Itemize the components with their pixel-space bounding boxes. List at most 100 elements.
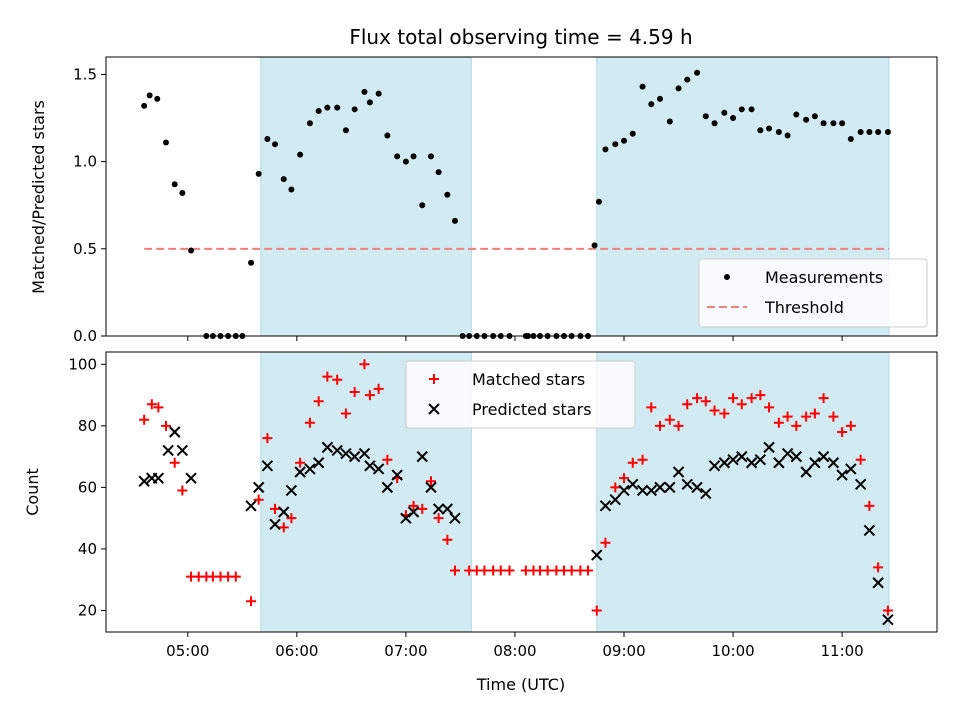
matched-stars-point — [504, 565, 515, 576]
matched-stars-point — [433, 513, 444, 524]
matched-stars-point — [791, 420, 802, 431]
predicted-stars-point — [185, 472, 197, 484]
predicted-stars-point — [278, 506, 290, 518]
bottom-legend: Matched stars Predicted stars — [405, 360, 636, 429]
matched-stars-point — [153, 402, 164, 413]
measurements-point — [621, 137, 628, 144]
legend-label: Predicted stars — [472, 400, 592, 419]
matched-stars-point — [818, 393, 829, 404]
predicted-stars-point — [827, 457, 840, 469]
matched-stars-point — [682, 399, 693, 410]
predicted-stars-point — [152, 472, 165, 484]
predicted-stars-point — [400, 512, 412, 524]
matched-stars-point — [583, 565, 594, 576]
measurements-point — [188, 247, 195, 254]
matched-stars-point — [801, 411, 812, 422]
matched-stars-point — [278, 522, 289, 533]
predicted-stars-point — [718, 457, 731, 469]
measurements-point — [141, 102, 148, 109]
measurements-point — [830, 120, 837, 127]
predicted-stars-point — [790, 450, 803, 463]
bottom-y-axis-label: Count — [23, 468, 42, 516]
measurements-point — [602, 146, 609, 153]
predicted-stars-point — [245, 500, 257, 512]
x-tick-label: 08:00 — [493, 642, 536, 660]
matched-stars-point — [364, 390, 375, 401]
predicted-stars-point — [627, 478, 639, 491]
predicted-stars-point — [358, 447, 371, 460]
measurements-point — [591, 242, 598, 249]
measurements-point — [784, 132, 791, 139]
x-axis-label: Time (UTC) — [476, 675, 565, 694]
measurements-point — [684, 76, 691, 83]
measurements-point — [766, 125, 773, 132]
measurements-point — [847, 135, 854, 142]
measurements-point — [384, 132, 391, 139]
measurements-point — [748, 106, 755, 113]
predicted-stars-point — [591, 549, 603, 561]
predicted-stars-point — [691, 481, 703, 494]
predicted-stars-point — [700, 487, 712, 500]
measurements-point — [171, 181, 178, 188]
matched-stars-point — [340, 408, 351, 419]
measurements-point — [280, 176, 287, 183]
predicted-stars-point — [321, 441, 334, 454]
legend-x-swatch — [428, 403, 440, 415]
measurements-point — [839, 120, 846, 127]
predicted-stars-point — [407, 506, 420, 518]
matched-stars-point — [610, 482, 621, 493]
predicted-stars-point — [845, 463, 857, 475]
y-tick-label: 0.0 — [73, 327, 97, 345]
measurements-point — [884, 128, 891, 135]
measurements-point — [402, 158, 409, 165]
measurements-point — [375, 90, 382, 97]
predicted-stars-point — [599, 500, 612, 512]
matched-stars-point — [773, 417, 784, 428]
shaded-interval-1 — [260, 57, 472, 336]
legend-dot-swatch — [724, 274, 730, 280]
top-panel: 0.0 0.5 1.0 1.5 Matched/Predicted stars Mea… — [29, 56, 938, 345]
measurements-point — [297, 151, 304, 158]
measurements-point — [248, 259, 255, 266]
measurements-point — [803, 116, 810, 123]
measurements-point — [264, 135, 271, 142]
predicted-stars-point — [285, 484, 298, 497]
measurements-point — [179, 190, 186, 197]
predicted-stars-point — [391, 469, 403, 481]
predicted-stars-point — [416, 450, 428, 463]
matched-stars-point — [495, 565, 506, 576]
predicted-stars-point — [800, 466, 812, 478]
y-tick-label: 0.5 — [73, 240, 97, 258]
predicted-stars-point — [432, 503, 445, 515]
bottom-panel: 20 40 60 80 100 05:00 06:00 07:00 08:00 09:00 10:… — [23, 351, 938, 660]
matched-stars-point — [873, 562, 884, 573]
measurements-point — [272, 141, 279, 148]
matched-stars-point — [828, 411, 839, 422]
matched-stars-point — [246, 596, 257, 607]
matched-stars-point — [837, 427, 848, 437]
legend-label: Matched stars — [472, 370, 585, 389]
predicted-stars-point — [381, 481, 394, 494]
matched-stars-point — [882, 605, 893, 616]
matched-stars-point — [349, 387, 360, 397]
predicted-stars-point — [348, 450, 361, 463]
measurements-point — [793, 111, 800, 118]
predicted-stars-point — [745, 457, 758, 469]
matched-stars-point — [864, 500, 875, 511]
matched-stars-point — [755, 390, 766, 401]
measurements-point — [866, 128, 873, 135]
matched-stars-point — [566, 565, 577, 576]
matched-stars-point — [673, 420, 684, 431]
y-tick-label: 100 — [68, 355, 97, 373]
predicted-stars-point — [854, 478, 867, 491]
predicted-stars-point — [863, 524, 876, 537]
matched-stars-point — [359, 359, 370, 370]
measurements-point — [366, 99, 373, 106]
x-tick-label: 11:00 — [821, 642, 864, 660]
matched-stars-point — [177, 485, 188, 496]
measurements-point — [612, 141, 619, 148]
predicted-stars-point — [138, 475, 150, 487]
bottom-panel-frame — [105, 351, 938, 633]
matched-stars-point — [479, 565, 490, 576]
measurements-point — [334, 104, 341, 111]
